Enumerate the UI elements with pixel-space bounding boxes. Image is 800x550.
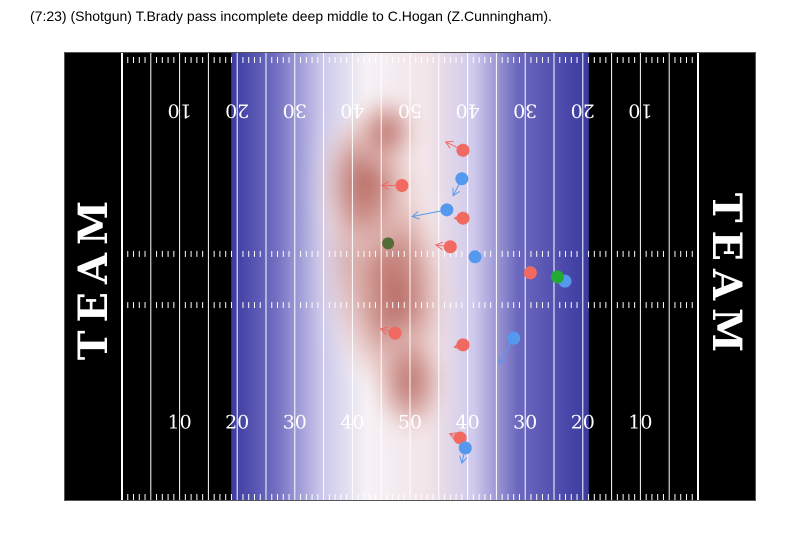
offense-player-point [453,431,467,445]
field-chart: 10 20 30 40 50 40 30 20 10 10 20 30 40 50 40 30 20 10 TEAM… [65,53,755,500]
yard-number-bottom: 20 [571,412,595,434]
offense-player-point [395,179,409,193]
yard-number-bottom: 20 [225,412,249,434]
yard-number-top: 30 [283,99,307,121]
yard-number-bottom: 10 [168,412,192,434]
endzone-label-left: TEAM [70,193,117,361]
yard-number-bottom: 40 [340,412,364,434]
play-title: (7:23) (Shotgun) T.Brady pass incomplete… [30,8,552,24]
offense-player-point [388,326,402,340]
offense-player-point [456,338,470,352]
defense-player-point [458,441,472,455]
offense-player-point [443,240,457,254]
defense-player-point [507,331,521,345]
offense-player-point [456,211,470,225]
yard-lines-layer [121,53,699,500]
density-hotspot-4 [351,90,422,171]
yard-number-top: 10 [168,99,192,121]
yard-number-top: 40 [456,99,480,121]
endzone-left [65,53,122,500]
defense-player-point [455,172,469,186]
yard-number-top: 20 [225,99,249,121]
yard-number-bottom: 50 [398,412,422,434]
defense-player-point [468,250,482,264]
yard-number-top: 10 [628,99,652,121]
yard-labels-layer: 10 20 30 40 50 40 30 20 10 10 20 30 40 50 40 30 20 10 TEAM… [70,99,750,433]
yard-number-bottom: 10 [628,412,652,434]
endzone-right [698,53,755,500]
players-layer [381,142,572,463]
yard-number-bottom: 40 [456,412,480,434]
defense-player-point [440,203,454,217]
ball-marker [550,270,564,284]
yard-number-top: 30 [513,99,537,121]
offense-player-point [523,266,537,280]
yard-number-bottom: 30 [513,412,537,434]
target-marker [382,237,395,250]
field-frame: 10 20 30 40 50 40 30 20 10 10 20 30 40 50 40 30 20 10 TEAM… [64,52,756,501]
yard-number-top: 50 [398,99,422,121]
yard-number-top: 20 [571,99,595,121]
offense-player-point [456,143,470,157]
yard-number-top: 40 [340,99,364,121]
endzone-label-right: TEAM [703,193,750,361]
yard-number-bottom: 30 [283,412,307,434]
